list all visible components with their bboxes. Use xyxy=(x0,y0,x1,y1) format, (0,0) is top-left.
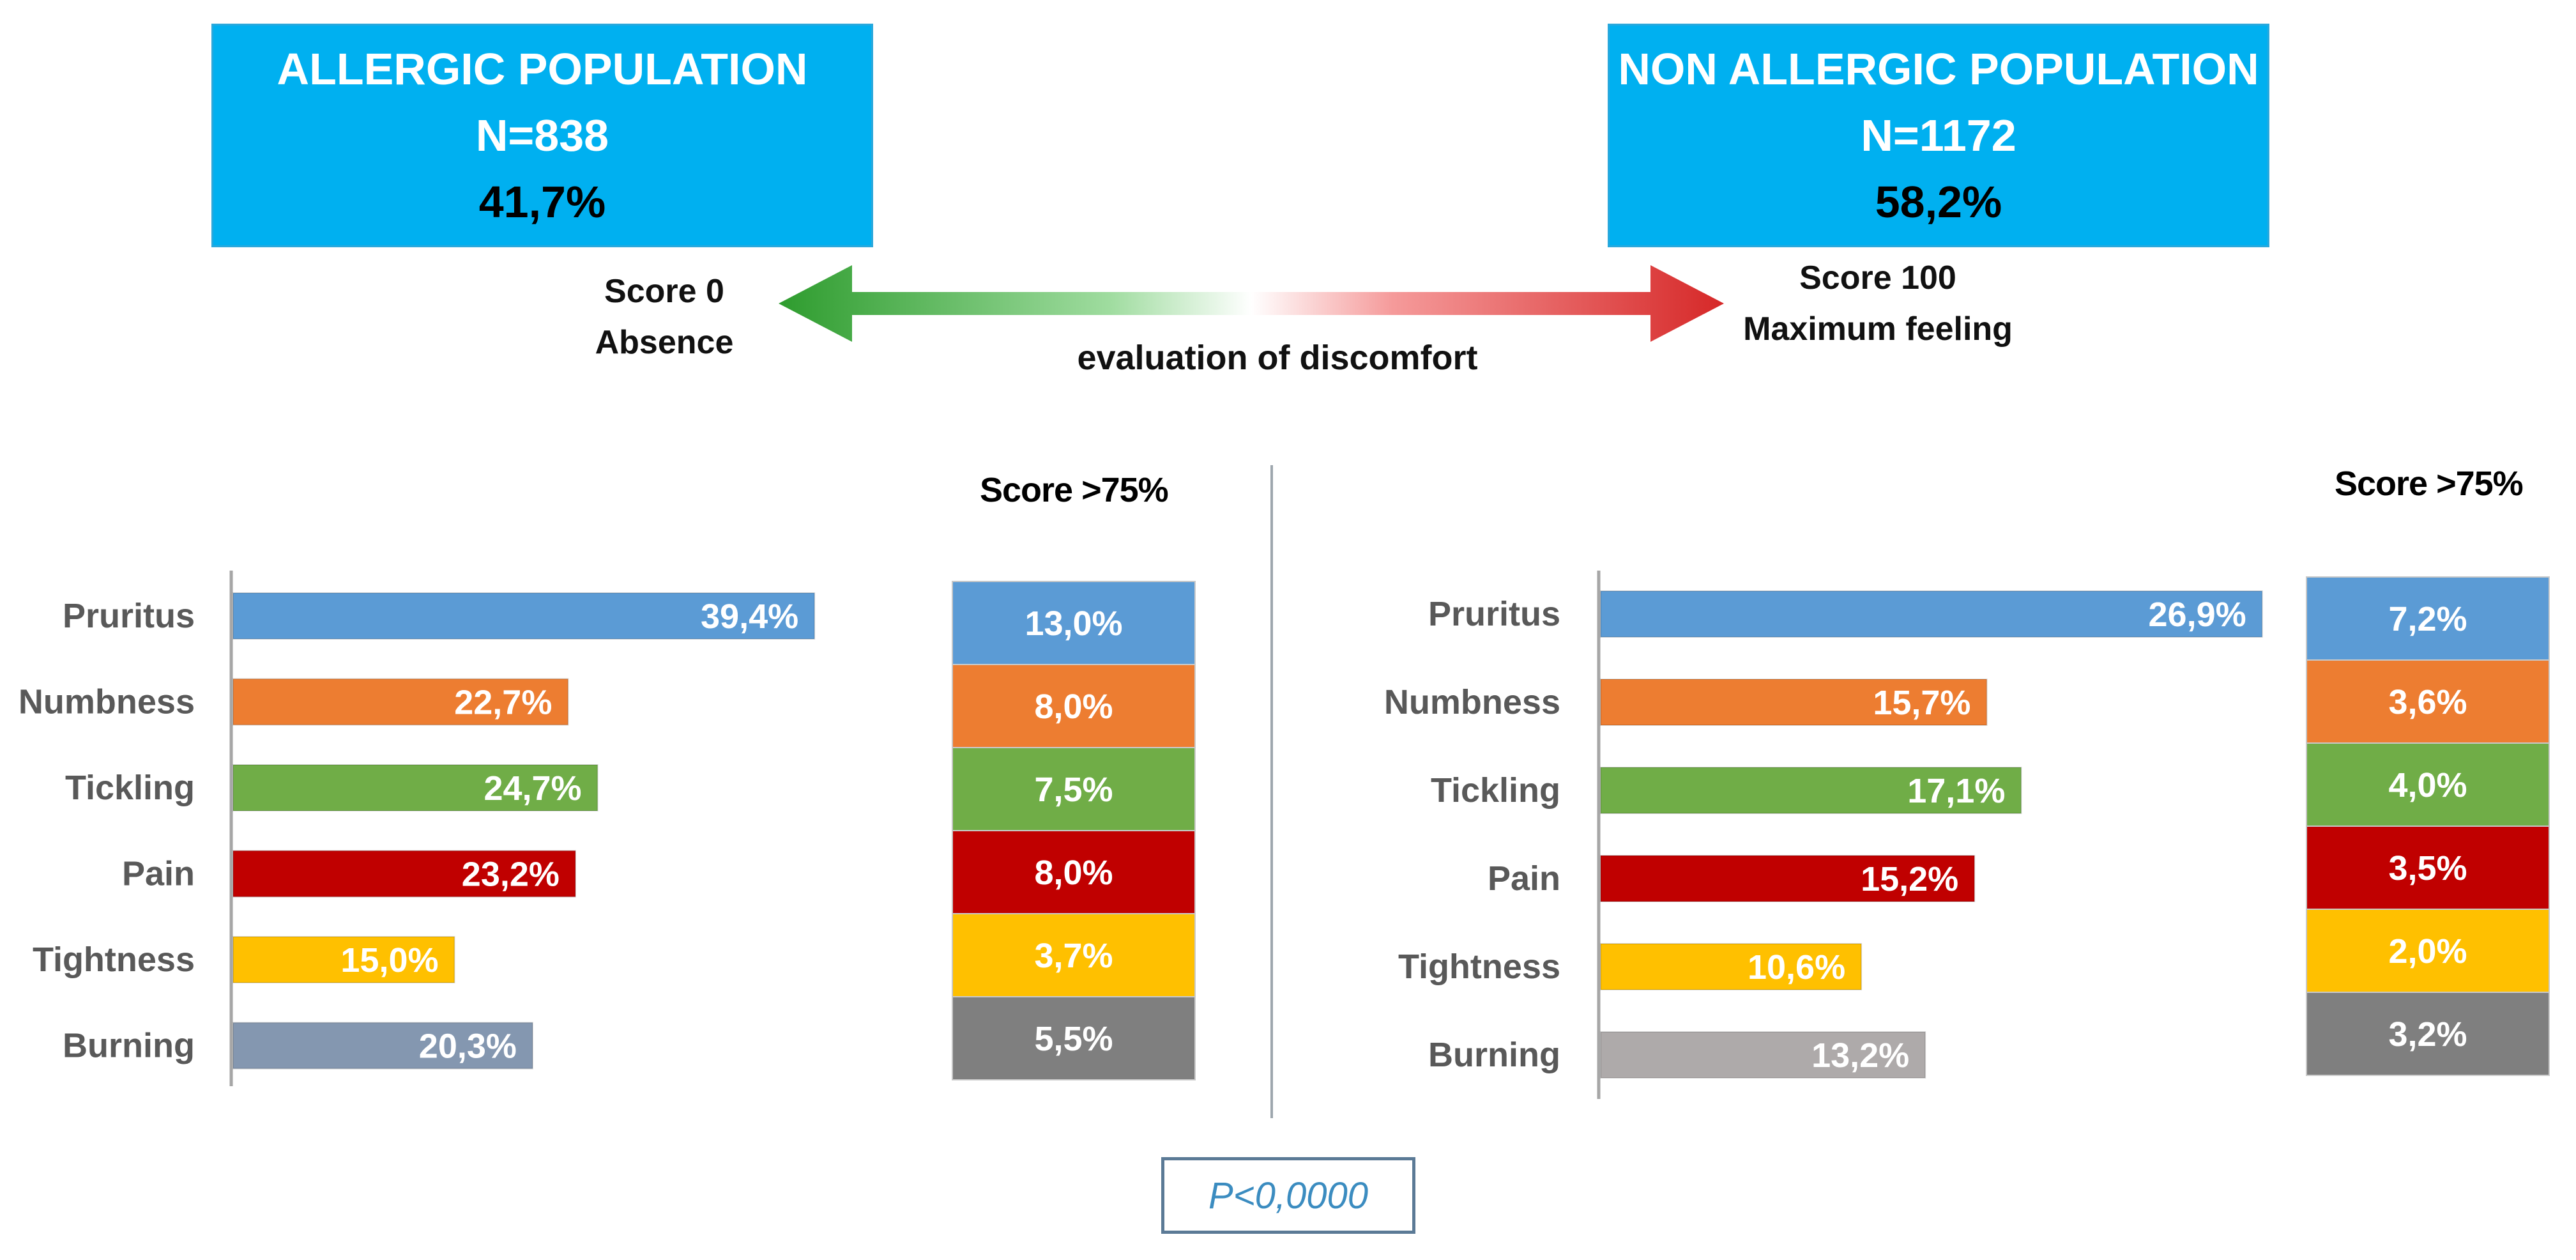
allergic-label-pain: Pain xyxy=(122,855,195,893)
allergic-population-percent: 41,7% xyxy=(478,177,606,227)
score-header-allergic: Score >75% xyxy=(980,471,1169,509)
non-allergic-bar-numbness xyxy=(1600,679,1988,726)
non-allergic-bar-tickling xyxy=(1600,767,2022,814)
allergic-score75-value-numbness: 8,0% xyxy=(1034,688,1113,726)
non-allergic-population-n: N=1172 xyxy=(1861,111,2016,160)
allergic-value-pain: 23,2% xyxy=(462,856,560,894)
allergic-label-pruritus: Pruritus xyxy=(63,597,195,635)
allergic-bar-tightness xyxy=(232,936,455,983)
non-allergic-label-numbness: Numbness xyxy=(1384,683,1560,721)
non-allergic-value-burning: 13,2% xyxy=(1811,1036,1909,1075)
non-allergic-score75-value-pruritus: 7,2% xyxy=(2388,600,2467,638)
scale-min-score: Score 0 xyxy=(604,273,724,310)
non-allergic-population-percent: 58,2% xyxy=(1875,177,2002,227)
non-allergic-score75-box-burning xyxy=(2306,992,2550,1076)
non-allergic-score75-value-numbness: 3,6% xyxy=(2388,683,2467,721)
panel-divider xyxy=(1270,465,1273,1118)
allergic-label-burning: Burning xyxy=(63,1027,195,1065)
scale-min-description: Absence xyxy=(595,324,734,361)
allergic-value-tightness: 15,0% xyxy=(340,941,438,980)
non-allergic-score75-box-pruritus xyxy=(2306,576,2550,661)
non-allergic-label-pain: Pain xyxy=(1488,859,1560,898)
non-allergic-score75-value-pain: 3,5% xyxy=(2388,849,2467,887)
non-allergic-score75-box-tightness xyxy=(2306,909,2550,993)
scale-min-label: Score 0 Absence xyxy=(562,266,766,368)
allergic-bar-burning xyxy=(232,1022,533,1070)
discomfort-scale-arrow-icon xyxy=(779,265,1724,342)
allergic-score75-value-pruritus: 13,0% xyxy=(1025,604,1122,643)
allergic-bar-numbness xyxy=(232,678,569,726)
non-allergic-bar-tightness xyxy=(1600,943,1863,990)
allergic-score75-box-burning xyxy=(952,996,1196,1080)
allergic-label-numbness: Numbness xyxy=(19,683,195,721)
non-allergic-score75-box-pain xyxy=(2306,826,2550,910)
allergic-label-tickling: Tickling xyxy=(65,769,195,807)
non-allergic-label-tickling: Tickling xyxy=(1431,771,1560,810)
scale-max-description: Maximum feeling xyxy=(1743,311,2013,348)
scale-caption: evaluation of discomfort xyxy=(1077,339,1478,377)
non-allergic-value-pain: 15,2% xyxy=(1861,860,1958,898)
allergic-score75-box-pain xyxy=(952,830,1196,914)
allergic-population-title: ALLERGIC POPULATION xyxy=(277,44,808,94)
allergic-score75-box-pruritus xyxy=(952,581,1196,665)
non-allergic-score75-box-tickling xyxy=(2306,742,2550,827)
allergic-value-tickling: 24,7% xyxy=(484,769,581,808)
allergic-score75-value-tickling: 7,5% xyxy=(1034,771,1113,809)
score-header-non-allergic: Score >75% xyxy=(2335,465,2524,503)
p-value-text: P<0,0000 xyxy=(1208,1174,1368,1217)
non-allergic-population-title: NON ALLERGIC POPULATION xyxy=(1618,44,2259,94)
scale-max-label: Score 100 Maximum feeling xyxy=(1699,252,2057,355)
non-allergic-label-tightness: Tightness xyxy=(1398,948,1560,986)
non-allergic-value-tightness: 10,6% xyxy=(1748,948,1845,987)
non-allergic-label-pruritus: Pruritus xyxy=(1428,595,1560,633)
allergic-score75-value-pain: 8,0% xyxy=(1034,854,1113,892)
non-allergic-population-box: NON ALLERGIC POPULATION N=1172 58,2% xyxy=(1608,24,2269,247)
non-allergic-score75-value-burning: 3,2% xyxy=(2388,1015,2467,1054)
allergic-value-burning: 20,3% xyxy=(419,1027,517,1066)
allergic-score75-value-burning: 5,5% xyxy=(1034,1020,1113,1058)
non-allergic-score75-value-tickling: 4,0% xyxy=(2388,766,2467,804)
allergic-label-tightness: Tightness xyxy=(33,941,195,979)
p-value-box: P<0,0000 xyxy=(1161,1157,1415,1234)
allergic-bar-pain xyxy=(232,850,576,898)
non-allergic-value-numbness: 15,7% xyxy=(1873,684,1970,722)
allergic-bar-pruritus xyxy=(232,592,816,640)
scale-max-score: Score 100 xyxy=(1799,259,1956,296)
non-allergic-bar-pruritus xyxy=(1600,590,2263,638)
allergic-value-numbness: 22,7% xyxy=(454,684,552,722)
non-allergic-bar-pain xyxy=(1600,855,1976,902)
allergic-score75-box-tightness xyxy=(952,913,1196,997)
allergic-population-n: N=838 xyxy=(475,111,609,160)
allergic-score75-value-tightness: 3,7% xyxy=(1034,937,1113,975)
non-allergic-score75-value-tightness: 2,0% xyxy=(2388,932,2467,971)
allergic-bar-tickling xyxy=(232,764,598,811)
non-allergic-value-pruritus: 26,9% xyxy=(2149,595,2246,634)
allergic-value-pruritus: 39,4% xyxy=(701,597,798,636)
allergic-score75-box-tickling xyxy=(952,747,1196,831)
allergic-score75-box-numbness xyxy=(952,664,1196,748)
non-allergic-bar-burning xyxy=(1600,1031,1926,1079)
non-allergic-label-burning: Burning xyxy=(1428,1036,1560,1074)
non-allergic-value-tickling: 17,1% xyxy=(1907,772,2005,810)
allergic-population-box: ALLERGIC POPULATION N=838 41,7% xyxy=(211,24,873,247)
